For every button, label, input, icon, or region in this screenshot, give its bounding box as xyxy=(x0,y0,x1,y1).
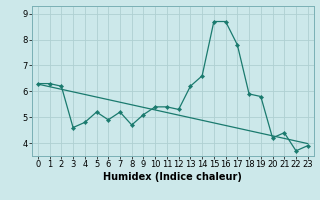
X-axis label: Humidex (Indice chaleur): Humidex (Indice chaleur) xyxy=(103,172,242,182)
